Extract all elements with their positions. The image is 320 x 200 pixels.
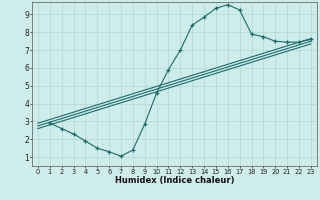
X-axis label: Humidex (Indice chaleur): Humidex (Indice chaleur)	[115, 176, 234, 185]
